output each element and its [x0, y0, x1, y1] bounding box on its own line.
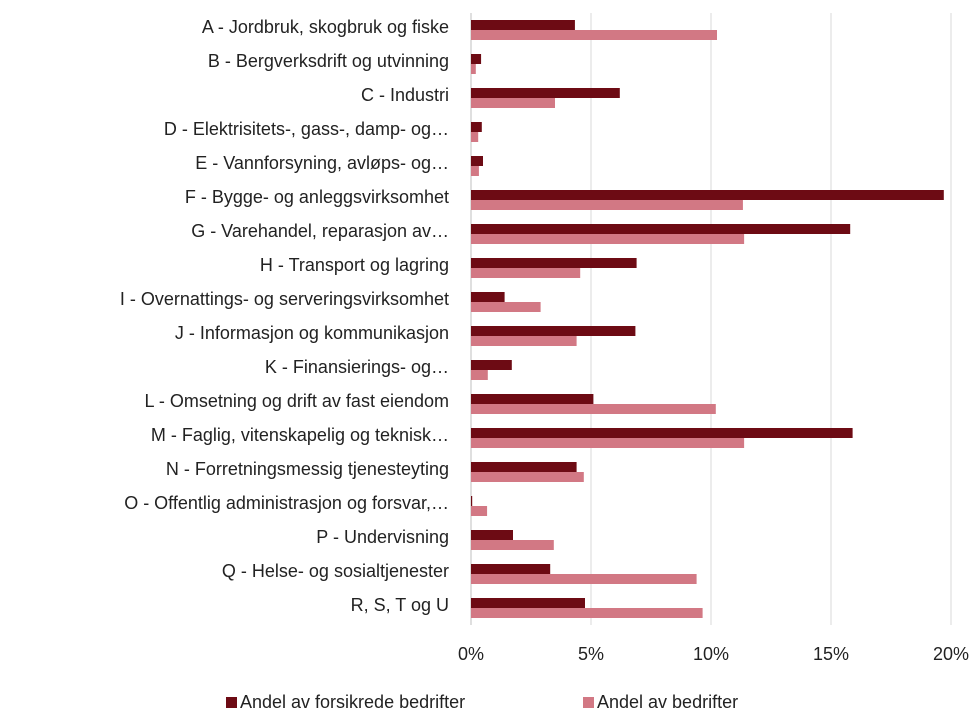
- bar: [471, 268, 581, 278]
- bar: [471, 326, 636, 336]
- x-tick-label: 0%: [458, 644, 484, 664]
- legend-label: Andel av bedrifter: [597, 692, 738, 712]
- bar: [471, 156, 483, 166]
- bar: [471, 122, 482, 132]
- bar: [471, 404, 716, 414]
- y-tick-label: H - Transport og lagring: [260, 255, 449, 275]
- bar: [471, 438, 745, 448]
- bar: [471, 506, 488, 516]
- bar: [471, 54, 482, 64]
- y-tick-label: M - Faglig, vitenskapelig og teknisk…: [151, 425, 449, 445]
- bar: [471, 428, 853, 438]
- y-tick-label: N - Forretningsmessig tjenesteyting: [166, 459, 449, 479]
- bar: [471, 360, 512, 370]
- bar: [471, 200, 743, 210]
- bar: [471, 132, 479, 142]
- y-tick-label: P - Undervisning: [316, 527, 449, 547]
- y-tick-label: F - Bygge- og anleggsvirksomhet: [185, 187, 449, 207]
- bar: [471, 530, 513, 540]
- legend-swatch: [583, 697, 594, 708]
- bar: [471, 598, 585, 608]
- y-tick-label: G - Varehandel, reparasjon av…: [191, 221, 449, 241]
- bar: [471, 166, 479, 176]
- bar: [471, 370, 488, 380]
- bar: [471, 336, 577, 346]
- bar: [471, 302, 541, 312]
- x-tick-label: 20%: [933, 644, 969, 664]
- bar: [471, 98, 555, 108]
- bar: [471, 224, 851, 234]
- bar: [471, 234, 745, 244]
- bar: [471, 574, 697, 584]
- x-tick-label: 5%: [578, 644, 604, 664]
- bar: [471, 472, 584, 482]
- y-tick-label: J - Informasjon og kommunikasjon: [175, 323, 449, 343]
- y-tick-label: R, S, T og U: [351, 595, 449, 615]
- y-tick-label: B - Bergverksdrift og utvinning: [208, 51, 449, 71]
- bar: [471, 88, 620, 98]
- y-tick-label: A - Jordbruk, skogbruk og fiske: [202, 17, 449, 37]
- legend-label: Andel av forsikrede bedrifter: [240, 692, 465, 712]
- bar: [471, 190, 944, 200]
- y-tick-label: C - Industri: [361, 85, 449, 105]
- bar: [471, 20, 575, 30]
- bar: [471, 564, 551, 574]
- legend-swatch: [226, 697, 237, 708]
- x-tick-label: 15%: [813, 644, 849, 664]
- bar: [471, 394, 594, 404]
- y-tick-label: L - Omsetning og drift av fast eiendom: [145, 391, 449, 411]
- y-tick-label: O - Offentlig administrasjon og forsvar,…: [124, 493, 449, 513]
- bar: [471, 292, 505, 302]
- bar: [471, 64, 476, 74]
- y-tick-label: E - Vannforsyning, avløps- og…: [195, 153, 449, 173]
- bar: [471, 258, 637, 268]
- bar: [471, 462, 577, 472]
- bar: [471, 496, 473, 506]
- bar: [471, 608, 703, 618]
- y-tick-label: I - Overnattings- og serveringsvirksomhe…: [120, 289, 449, 309]
- bar: [471, 30, 717, 40]
- y-tick-label: D - Elektrisitets-, gass-, damp- og…: [164, 119, 449, 139]
- y-tick-label: Q - Helse- og sosialtjenester: [222, 561, 449, 581]
- y-tick-label: K - Finansierings- og…: [265, 357, 449, 377]
- x-tick-label: 10%: [693, 644, 729, 664]
- bar: [471, 540, 554, 550]
